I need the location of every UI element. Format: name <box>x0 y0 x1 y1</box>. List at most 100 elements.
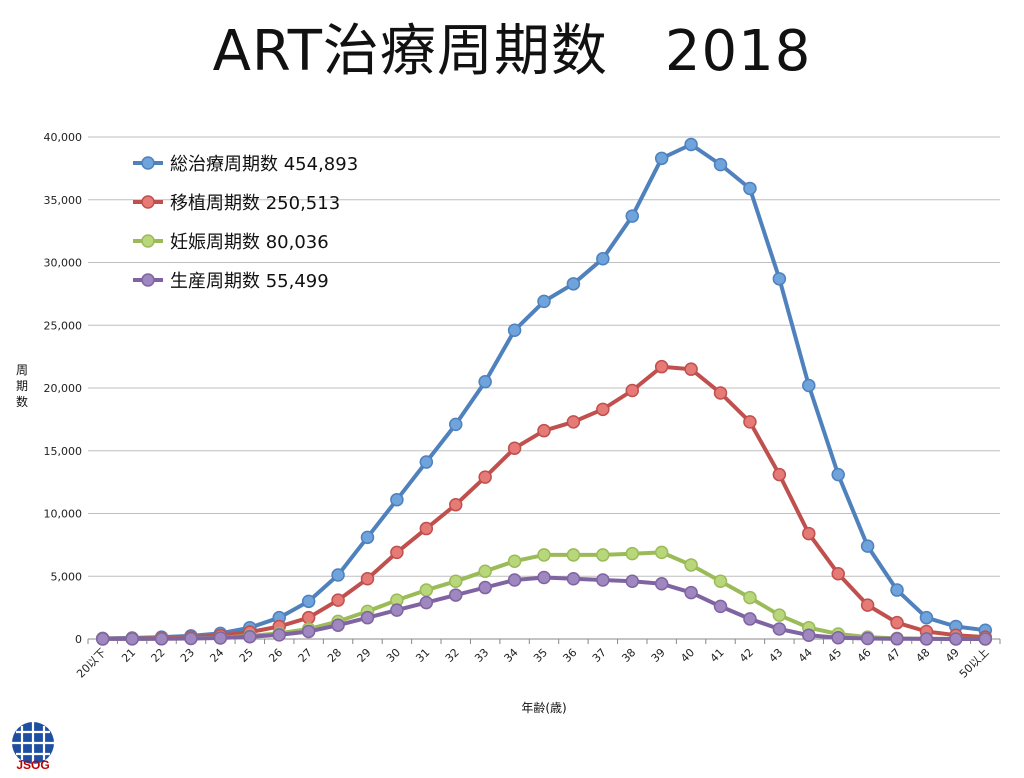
x-tick-label: 37 <box>590 646 609 665</box>
data-point <box>243 629 257 644</box>
data-point <box>890 632 904 646</box>
x-tick-label: 20以下 <box>74 646 109 681</box>
y-tick-label: 10,000 <box>44 508 83 521</box>
jsog-logo <box>12 722 54 764</box>
legend-label: 妊娠周期数 80,036 <box>170 232 329 253</box>
data-point <box>596 251 610 266</box>
data-point <box>566 415 581 429</box>
data-point <box>507 441 522 455</box>
logo-text: JSOG <box>16 758 50 772</box>
data-point <box>713 599 728 614</box>
x-tick-label: 40 <box>678 646 697 665</box>
data-point <box>802 526 816 541</box>
data-point <box>390 545 404 560</box>
data-point <box>684 558 698 572</box>
x-tick-label: 23 <box>178 646 197 665</box>
x-tick-label: 49 <box>943 646 962 665</box>
data-point <box>272 628 286 642</box>
data-point <box>860 631 875 646</box>
x-tick-label: 24 <box>207 646 226 665</box>
data-point <box>566 548 581 562</box>
data-point <box>772 608 787 622</box>
data-point <box>537 294 551 309</box>
y-tick-label: 20,000 <box>44 382 83 395</box>
data-point <box>507 573 522 587</box>
data-point <box>419 455 434 469</box>
x-tick-label: 50以上 <box>957 646 992 681</box>
data-point <box>772 622 787 636</box>
x-tick-label: 44 <box>796 646 815 665</box>
data-point <box>890 583 904 597</box>
data-point <box>654 577 669 591</box>
legend-swatch-marker <box>141 273 155 287</box>
data-point <box>831 566 845 581</box>
data-point <box>654 151 669 166</box>
data-point <box>419 583 434 597</box>
data-point <box>919 632 934 646</box>
x-tick-label: 27 <box>296 646 315 665</box>
y-tick-label: 25,000 <box>44 319 83 332</box>
x-tick-label: 41 <box>708 646 727 665</box>
data-point <box>713 157 728 172</box>
data-point <box>713 574 728 589</box>
data-point <box>360 610 375 625</box>
data-point <box>625 574 640 589</box>
data-point <box>596 548 610 562</box>
series-line <box>100 364 988 641</box>
data-point <box>743 612 757 626</box>
x-tick-label: 31 <box>413 646 432 665</box>
data-point <box>478 470 492 484</box>
x-axis-title: 年齢(歳) <box>521 700 566 715</box>
x-tick-label: 29 <box>355 646 374 665</box>
data-point <box>478 580 492 595</box>
data-point <box>978 632 993 646</box>
y-tick-label: 30,000 <box>44 257 83 270</box>
x-tick-label: 34 <box>502 646 521 665</box>
data-point <box>860 598 875 612</box>
x-tick-label: 26 <box>266 646 285 665</box>
x-tick-label: 45 <box>825 646 844 665</box>
data-point <box>949 632 963 646</box>
legend-label: 生産周期数 55,499 <box>170 271 329 292</box>
data-point <box>507 323 522 338</box>
data-point <box>419 521 434 536</box>
data-point <box>831 467 845 482</box>
series-line <box>100 550 988 641</box>
data-point <box>213 631 228 645</box>
y-tick-label: 0 <box>75 633 82 646</box>
data-point <box>772 272 787 286</box>
data-point <box>331 618 345 632</box>
data-point <box>390 492 404 507</box>
y-tick-label: 40,000 <box>44 131 83 144</box>
data-point <box>625 383 640 398</box>
data-point <box>478 374 492 389</box>
data-point <box>802 628 816 642</box>
series-2 <box>95 359 993 646</box>
x-tick-label: 47 <box>884 646 903 665</box>
data-point <box>743 181 757 196</box>
data-point <box>625 209 640 223</box>
data-point <box>448 417 463 432</box>
x-tick-label: 30 <box>384 646 403 665</box>
page-title: ART治療周期数 2018 <box>212 19 812 84</box>
data-point <box>301 594 316 609</box>
data-point <box>596 402 610 417</box>
data-point <box>537 423 551 438</box>
data-point <box>448 574 463 589</box>
data-point <box>448 588 463 602</box>
x-tick-label: 36 <box>560 646 579 665</box>
data-point <box>684 585 698 600</box>
x-tick-label: 33 <box>472 646 491 665</box>
data-point <box>713 386 728 400</box>
data-point <box>596 573 610 587</box>
data-point <box>507 554 522 568</box>
data-point <box>860 539 875 553</box>
data-point <box>684 137 698 152</box>
data-point <box>566 572 581 586</box>
data-point <box>390 603 404 617</box>
x-tick-label: 48 <box>913 646 932 665</box>
data-point <box>802 378 816 393</box>
data-point <box>301 624 316 639</box>
data-point <box>566 277 581 291</box>
data-point <box>743 415 757 429</box>
